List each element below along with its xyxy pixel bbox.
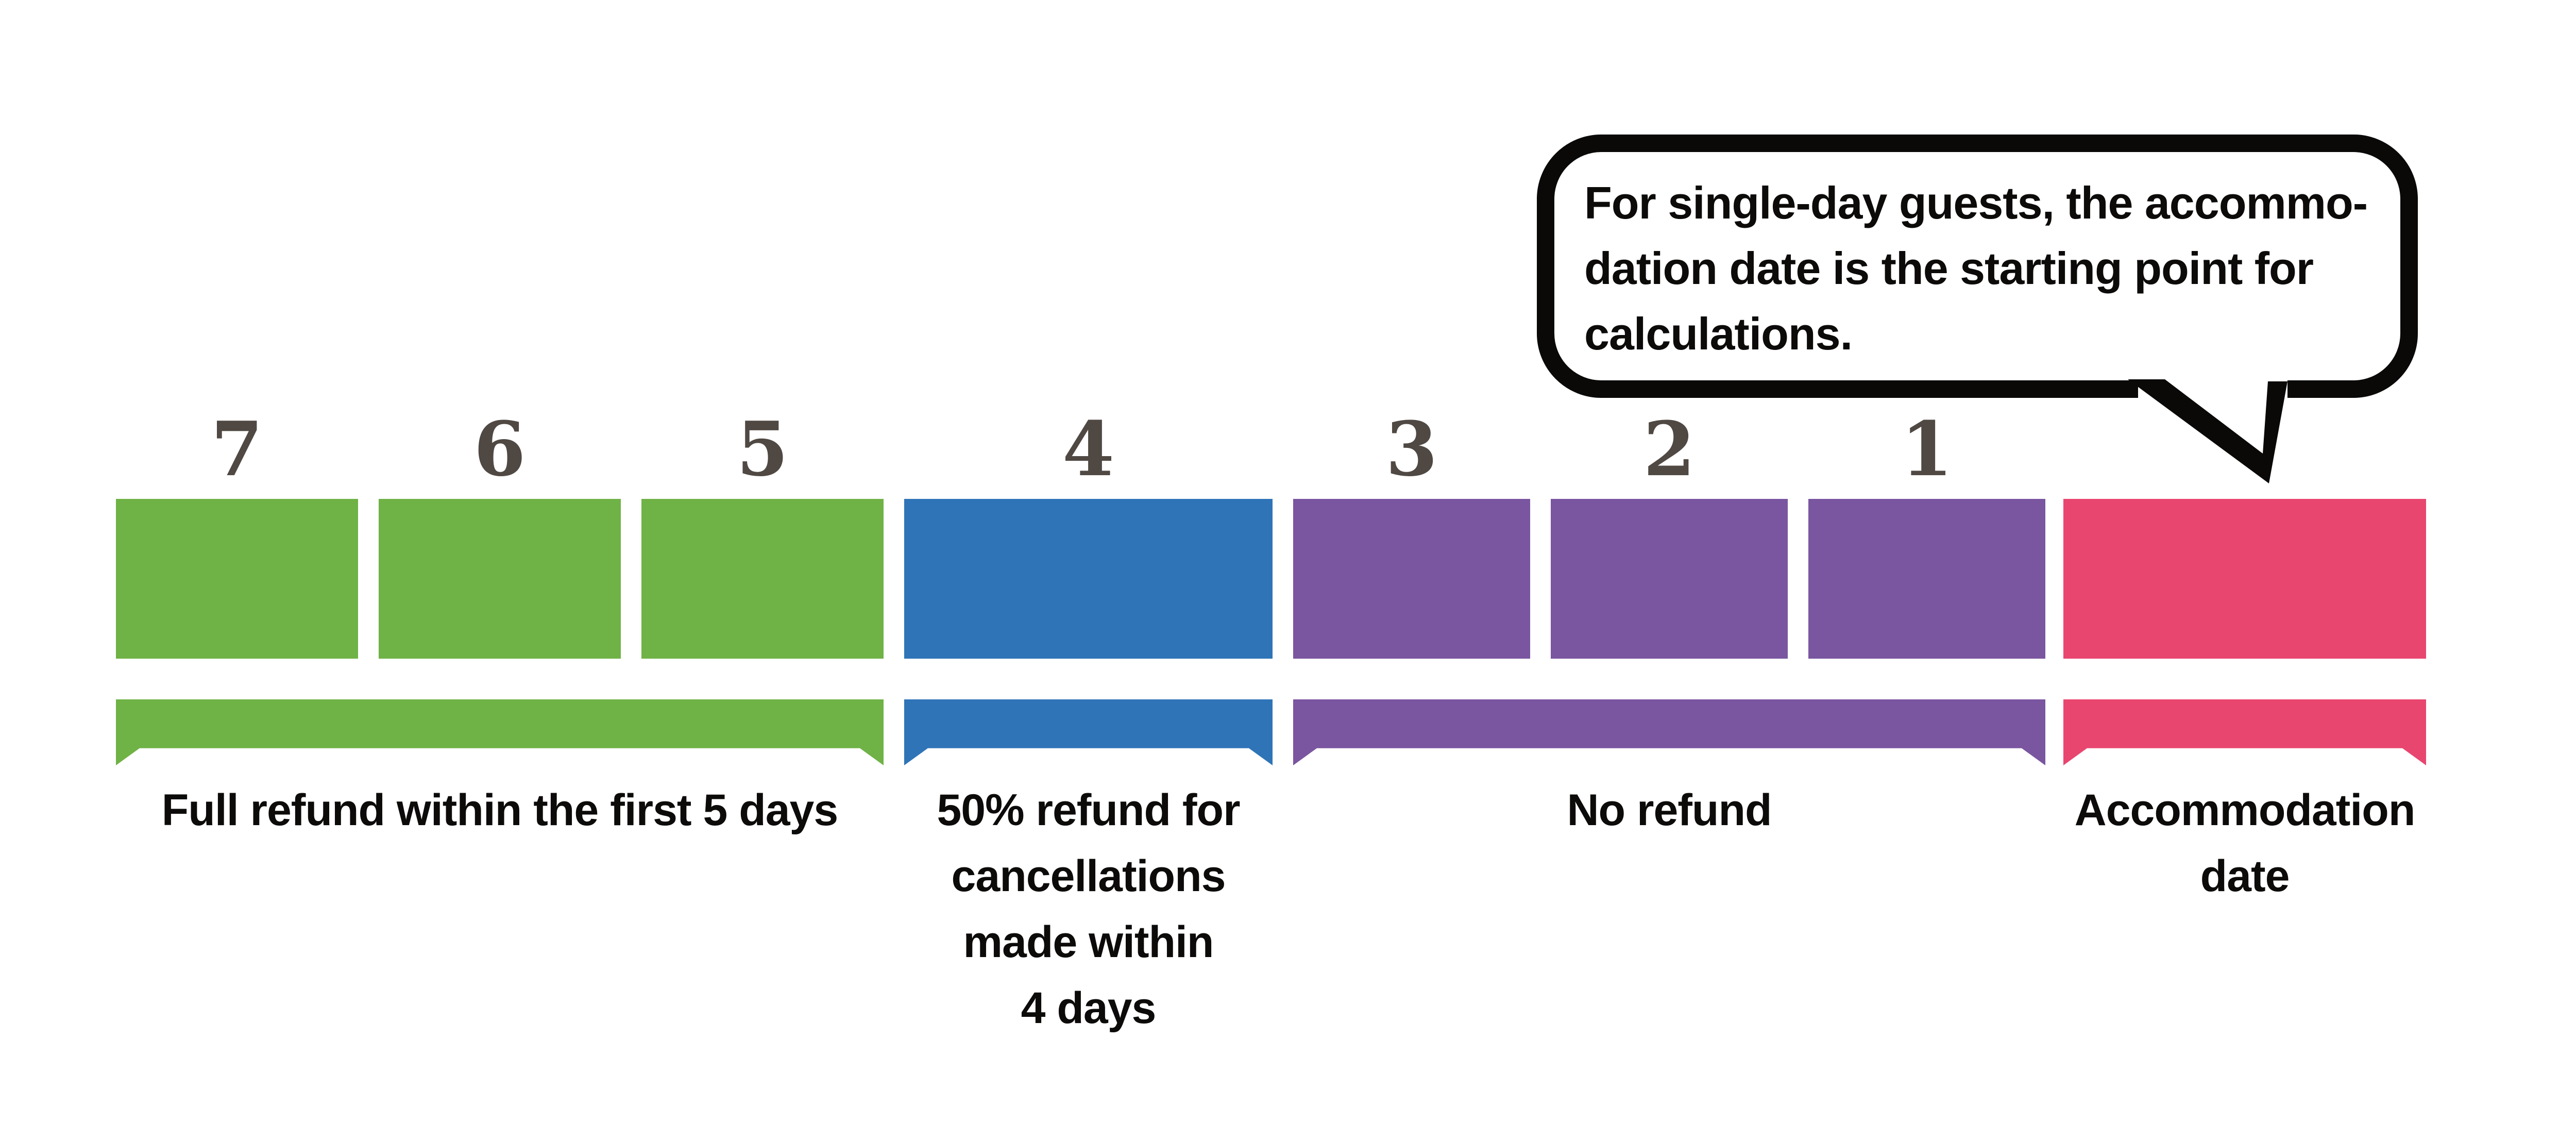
speech-bubble-line: calculations. bbox=[1584, 308, 1853, 359]
day-number-3: 3 bbox=[1385, 406, 1438, 493]
day-block-4 bbox=[904, 499, 1273, 659]
day-number-2: 2 bbox=[1643, 406, 1696, 493]
day-block-5 bbox=[641, 499, 884, 659]
label-no-refund: No refund bbox=[1293, 777, 2045, 843]
label-line: 50% refund for bbox=[937, 785, 1240, 835]
day-number-5: 5 bbox=[736, 406, 789, 493]
day-number-4: 4 bbox=[1062, 406, 1114, 493]
speech-bubble-text: For single-day guests, the accommo- dati… bbox=[1584, 170, 2388, 366]
label-accommodation-date: Accommodation date bbox=[2063, 777, 2426, 909]
day-block-7 bbox=[116, 499, 358, 659]
day-block-1 bbox=[1808, 499, 2045, 659]
speech-bubble-line: For single-day guests, the accommo- bbox=[1584, 177, 2368, 228]
label-line: cancellations bbox=[951, 851, 1226, 901]
label-full-refund: Full refund within the first 5 days bbox=[116, 777, 884, 843]
speech-bubble-line: dation date is the starting point for bbox=[1584, 243, 2314, 294]
label-line: made within bbox=[963, 917, 1214, 967]
label-line: date bbox=[2200, 851, 2290, 901]
label-line: 4 days bbox=[1021, 983, 1157, 1033]
day-number-6: 6 bbox=[473, 406, 526, 493]
ribbon-no-refund bbox=[1293, 699, 2045, 765]
label-line: Full refund within the first 5 days bbox=[161, 785, 838, 835]
ribbon-half-refund bbox=[904, 699, 1273, 765]
day-block-3 bbox=[1293, 499, 1530, 659]
ribbon-accommodation-date bbox=[2063, 699, 2426, 765]
ribbon-full-refund bbox=[116, 699, 884, 765]
day-block-2 bbox=[1551, 499, 1788, 659]
label-line: Accommodation bbox=[2074, 785, 2416, 835]
day-block-accommodation bbox=[2063, 499, 2426, 659]
day-number-7: 7 bbox=[211, 406, 263, 493]
day-number-1: 1 bbox=[1901, 406, 1953, 493]
day-block-6 bbox=[379, 499, 621, 659]
label-half-refund: 50% refund for cancellations made within… bbox=[878, 777, 1298, 1041]
label-line: No refund bbox=[1567, 785, 1772, 835]
